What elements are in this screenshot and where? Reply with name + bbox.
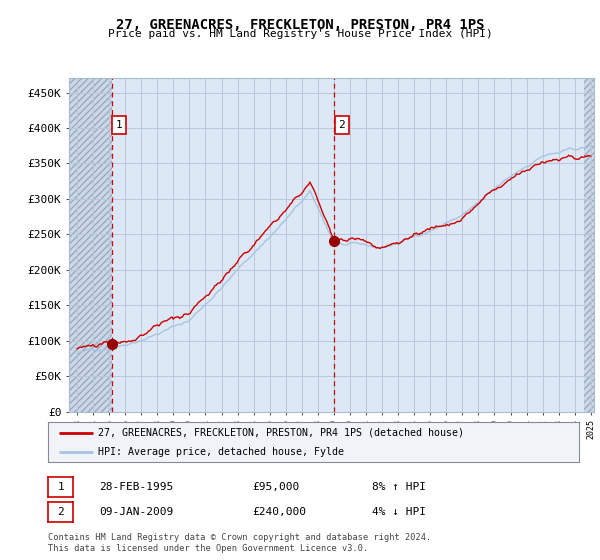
Text: 1: 1 xyxy=(116,120,122,130)
Bar xyxy=(584,57,600,412)
Text: £240,000: £240,000 xyxy=(252,507,306,517)
Text: Contains HM Land Registry data © Crown copyright and database right 2024.
This d: Contains HM Land Registry data © Crown c… xyxy=(48,533,431,553)
Text: 27, GREENACRES, FRECKLETON, PRESTON, PR4 1PS (detached house): 27, GREENACRES, FRECKLETON, PRESTON, PR4… xyxy=(98,428,464,437)
Text: 1: 1 xyxy=(57,482,64,492)
Text: 4% ↓ HPI: 4% ↓ HPI xyxy=(372,507,426,517)
Text: Price paid vs. HM Land Registry's House Price Index (HPI): Price paid vs. HM Land Registry's House … xyxy=(107,29,493,39)
Text: 28-FEB-1995: 28-FEB-1995 xyxy=(99,482,173,492)
Text: 27, GREENACRES, FRECKLETON, PRESTON, PR4 1PS: 27, GREENACRES, FRECKLETON, PRESTON, PR4… xyxy=(116,18,484,32)
Text: £95,000: £95,000 xyxy=(252,482,299,492)
Text: HPI: Average price, detached house, Fylde: HPI: Average price, detached house, Fyld… xyxy=(98,447,344,457)
Text: 2: 2 xyxy=(338,120,345,130)
Bar xyxy=(69,57,112,412)
Text: 09-JAN-2009: 09-JAN-2009 xyxy=(99,507,173,517)
Text: 2: 2 xyxy=(57,507,64,517)
Text: 8% ↑ HPI: 8% ↑ HPI xyxy=(372,482,426,492)
